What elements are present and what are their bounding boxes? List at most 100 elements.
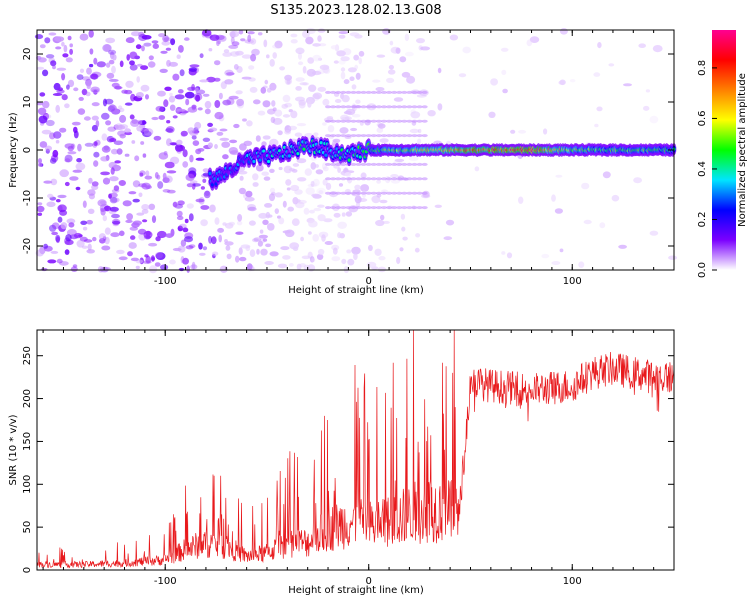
spectrogram-noise-cell xyxy=(474,166,480,172)
spectrogram-noise-cell xyxy=(156,230,167,239)
spectrogram-noise-cell xyxy=(69,43,73,48)
spectrogram-noise-cell xyxy=(317,214,326,222)
spectrogram-noise-cell xyxy=(176,54,181,59)
spectrogram-noise-cell xyxy=(187,86,196,91)
spectrogram-noise-cell xyxy=(55,139,60,144)
spectrogram-noise-cell xyxy=(332,247,338,255)
spectrogram-noise-cell xyxy=(214,144,218,149)
spectrogram-noise-cell xyxy=(322,122,327,126)
spectrogram-noise-cell xyxy=(221,141,231,148)
spectrogram-noise-cell xyxy=(303,207,310,215)
snr-panel: -100 0 100 0 50 100 150 200 250 Height of straig… xyxy=(8,329,675,596)
spectrogram-noise-cell xyxy=(271,100,276,107)
spectrogram-noise-cell xyxy=(248,65,255,70)
spectrogram-noise-cell xyxy=(185,98,190,106)
spectrogram-noise-cell xyxy=(208,127,218,132)
spectrogram-noise-cell xyxy=(301,255,311,260)
spectrogram-harmonic-cell xyxy=(330,90,337,94)
spectrogram-harmonic-cell xyxy=(325,177,331,181)
spectrogram-noise-cell xyxy=(158,33,166,38)
spectrogram-noise-cell xyxy=(100,156,110,162)
spectrogram-harmonic-cell xyxy=(401,119,408,123)
spectrogram-noise-cell xyxy=(51,222,60,230)
spectrogram-noise-cell xyxy=(247,34,252,43)
spectrogram-noise-cell xyxy=(107,126,116,132)
spectrogram-harmonic-cell xyxy=(335,90,342,94)
spectrogram-noise-cell xyxy=(217,40,221,45)
spectrogram-noise-cell xyxy=(141,182,151,190)
spectrogram-noise-cell xyxy=(91,115,99,121)
spectrogram-noise-cell xyxy=(312,234,320,242)
spectrogram-harmonic-cell xyxy=(345,191,352,195)
spectrogram-harmonic-cell xyxy=(411,206,418,210)
spectrogram-noise-cell xyxy=(295,47,305,55)
spectrogram-harmonic-cell xyxy=(386,105,393,109)
spectrogram-noise-cell xyxy=(401,226,406,232)
y-tick-label: 200 xyxy=(22,389,33,408)
spectrogram-noise-cell xyxy=(339,127,349,134)
spectrogram-harmonic-cell xyxy=(325,90,331,94)
spectrogram-noise-cell xyxy=(313,182,318,187)
snr-y-label: SNR (10 * v/v) xyxy=(8,414,19,485)
spectrogram-noise-cell xyxy=(559,79,566,86)
spectrogram-noise-cell xyxy=(209,204,216,213)
spectrogram-noise-cell xyxy=(139,172,144,177)
spectrogram-harmonic-cell xyxy=(340,162,347,166)
spectrogram-harmonic-cell xyxy=(381,119,387,123)
spectrogram-noise-cell xyxy=(56,67,67,71)
spectrogram-noise-cell xyxy=(99,238,106,244)
spectrogram-noise-cell xyxy=(281,103,289,109)
spectrogram-noise-cell xyxy=(268,193,276,202)
spectrogram-noise-cell xyxy=(76,158,82,163)
spectrogram-harmonic-cell xyxy=(391,162,398,166)
spectrogram-noise-cell xyxy=(136,125,143,132)
y-tick-label: 10 xyxy=(22,96,33,109)
spectrogram-noise-cell xyxy=(344,172,352,177)
spectrogram-noise-cell xyxy=(500,47,509,52)
spectrogram-harmonic-cell xyxy=(330,177,337,181)
spectrogram-noise-cell xyxy=(258,234,268,239)
spectrogram-harmonic-cell xyxy=(411,119,418,123)
spectrogram-noise-cell xyxy=(252,182,259,187)
spectrogram-noise-cell xyxy=(155,252,163,259)
spectrogram-noise-cell xyxy=(252,173,259,181)
spectrogram-noise-cell xyxy=(145,170,150,177)
spectrogram-noise-cell xyxy=(259,229,264,234)
spectrogram-noise-cell xyxy=(189,180,198,184)
spectrogram-noise-cell xyxy=(593,72,601,77)
spectrogram-noise-cell xyxy=(416,38,425,44)
spectrogram-harmonic-cell xyxy=(386,177,393,181)
spectrogram-noise-cell xyxy=(35,249,44,257)
spectrogram-noise-cell xyxy=(169,92,173,97)
spectrogram-harmonic-cell xyxy=(335,191,342,195)
spectrogram-noise-cell xyxy=(39,44,46,49)
spectrogram-noise-cell xyxy=(140,65,149,70)
spectrogram-noise-cell xyxy=(340,56,350,62)
spectrogram-noise-cell xyxy=(347,258,355,266)
spectrogram-noise-cell xyxy=(235,231,244,235)
spectrogram-ridge-core xyxy=(347,158,351,162)
spectrogram-harmonic-cell xyxy=(325,206,331,210)
spectrogram-noise-cell xyxy=(409,128,420,134)
spectrogram-harmonic-cell xyxy=(350,206,357,210)
spectrogram-noise-cell xyxy=(501,251,506,255)
spectrogram-noise-cell xyxy=(249,249,256,257)
spectrogram-harmonic-cell xyxy=(370,119,377,123)
spectrogram-noise-cell xyxy=(34,34,44,40)
spectrogram-noise-cell xyxy=(44,37,51,44)
spectrogram-noise-cell xyxy=(241,76,252,80)
spectrogram-noise-cell xyxy=(377,266,387,273)
spectrogram-noise-cell xyxy=(160,264,169,271)
spectrogram-noise-cell xyxy=(310,162,317,170)
spectrogram-noise-cell xyxy=(283,165,293,174)
spectrogram-harmonic-cell xyxy=(355,162,362,166)
spectrogram-noise-cell xyxy=(122,200,132,207)
spectrogram-noise-cell xyxy=(125,219,133,223)
spectrogram-noise-cell xyxy=(114,160,121,164)
spectrogram-noise-cell xyxy=(203,190,211,199)
spectrogram-noise-cell xyxy=(81,245,88,249)
spectrogram-noise-cell xyxy=(170,38,176,46)
spectrogram-noise-cell xyxy=(185,173,195,181)
spectrogram-noise-cell xyxy=(140,84,150,92)
spectrogram-noise-cell xyxy=(317,86,327,92)
